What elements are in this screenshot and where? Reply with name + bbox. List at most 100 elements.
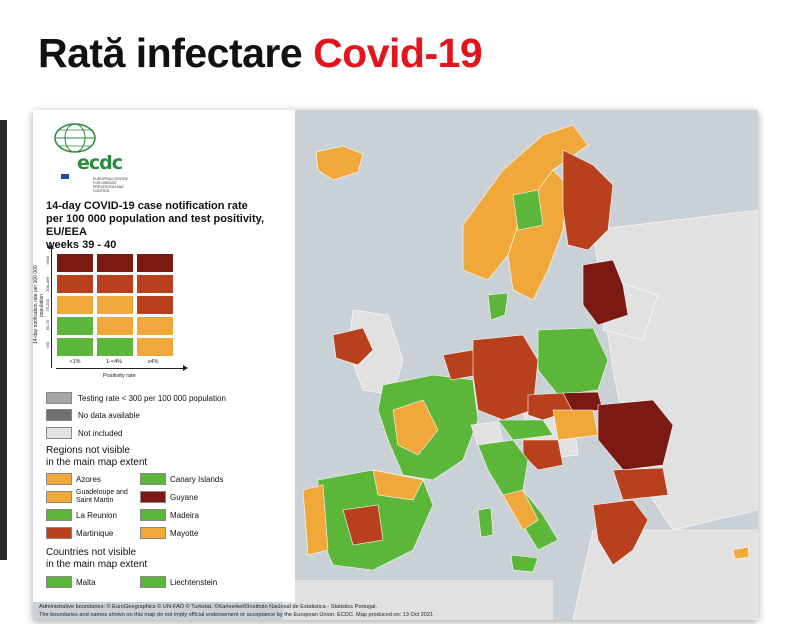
region-swatch [140,473,166,485]
sicily [510,554,539,573]
region-swatch [46,491,72,503]
headline-accent: Covid-19 [313,30,483,76]
x-tick: <1% [69,359,81,365]
region-label: Guyane [170,493,199,502]
matrix-cell [96,295,134,315]
denmark [487,292,509,321]
label-not-included: Not included [78,429,123,438]
region-label: Canary Islands [170,475,224,484]
region-swatch [140,509,166,521]
region-swatch [140,491,166,503]
page-headline: Rată infectare Covid-19 [38,30,483,77]
x-tick: ≥4% [147,359,159,365]
logo-name: ecdc [77,152,123,174]
croatia [522,439,564,471]
sweden-region [512,189,544,231]
finland [562,149,614,251]
label-no-data: No data available [78,411,140,420]
matrix-cell [136,316,174,336]
cyprus [732,546,750,560]
matrix-cell [56,316,94,336]
x-axis-arrow [56,365,188,371]
headline-prefix: Rată infectare [38,30,303,76]
swatch-no-data [46,409,72,421]
region-label: Azores [76,475,101,484]
y-tick: 50-75 [45,320,50,331]
legend-title: 14-day COVID-19 case notification rate p… [46,200,281,252]
footer-line: The boundaries and names shown on this m… [39,611,434,618]
portugal [302,484,329,556]
countries-title: Countries not visible in the main map ex… [46,547,147,571]
matrix-cell [56,337,94,357]
legend-panel: ecdc EUROPEAN CENTRE FOR DISEASE PREVENT… [33,110,295,602]
country-swatch [140,576,166,588]
austria [497,419,554,441]
matrix-cell [136,295,174,315]
countries-title-line: Countries not visible [46,547,137,558]
region-label: Martinique [76,529,114,538]
region-swatch [140,527,166,539]
footer-line: Administrative boundaries: © EuroGeograp… [39,604,378,610]
label-testing-rate: Testing rate < 300 per 100 000 populatio… [78,394,226,403]
y-axis-title: 14-day notification rate per 100 000 pop… [33,265,45,345]
swatch-testing-rate [46,392,72,404]
region-label: Guadeloupe and Saint Martin [76,489,128,504]
globe-icon [54,123,96,179]
north-africa [283,580,553,620]
country-label: Liechtenstein [170,578,218,587]
logo-subtitle: EUROPEAN CENTRE FOR DISEASE PREVENTION A… [93,177,129,193]
spain-north [372,469,424,501]
region-label: Madeira [170,511,199,520]
country-swatch [46,576,72,588]
bulgaria [612,467,669,501]
region-swatch [46,473,72,485]
y-tick: <50 [45,342,50,349]
regions-title-line: Regions not visible [46,445,130,456]
sardinia [477,507,494,538]
matrix-cell [96,337,134,357]
ecdc-logo: ecdc EUROPEAN CENTRE FOR DISEASE PREVENT… [47,116,128,193]
iceland [315,145,364,181]
map-card: ecdc EUROPEAN CENTRE FOR DISEASE PREVENT… [33,110,758,620]
legend-title-line: per 100 000 population and test positivi… [46,213,265,238]
matrix-cell [96,316,134,336]
hungary [552,409,599,441]
y-tick: 75-200 [45,299,50,312]
y-axis-arrow [48,244,54,368]
romania [597,399,674,471]
regions-title: Regions not visible in the main map exte… [46,445,147,469]
matrix-cell [56,295,94,315]
ireland [332,327,374,366]
matrix-cell [96,253,134,273]
region-label: Mayotte [170,529,199,538]
france-region [392,399,439,456]
greece [592,499,649,566]
italy-region [502,489,539,531]
legend-title-line: 14-day COVID-19 case notification rate [46,200,248,212]
matrix-cell [136,274,174,294]
matrix-cell [56,274,94,294]
country-label: Malta [76,578,96,587]
baltics [582,259,629,326]
poland [537,327,609,396]
matrix-cell [96,274,134,294]
x-tick: 1-<4% [105,359,123,365]
x-axis-title: Positivity rate [103,373,136,379]
region-swatch [46,509,72,521]
germany [472,334,539,421]
matrix-cell [136,337,174,357]
matrix-cell [136,253,174,273]
rate-positivity-matrix [56,253,176,359]
legend-title-line: weeks 39 - 40 [46,239,117,251]
y-tick: >500 [45,256,50,266]
region-swatch [46,527,72,539]
map-footer: Administrative boundaries: © EuroGeograp… [39,604,754,619]
side-strip [0,120,7,560]
swatch-not-included [46,427,72,439]
regions-title-line: in the main map extent [46,457,148,468]
matrix-cell [56,253,94,273]
region-label: La Reunion [76,511,117,520]
spain-region [342,504,384,546]
y-tick: 200-499 [45,277,50,292]
countries-title-line: in the main map extent [46,559,148,570]
